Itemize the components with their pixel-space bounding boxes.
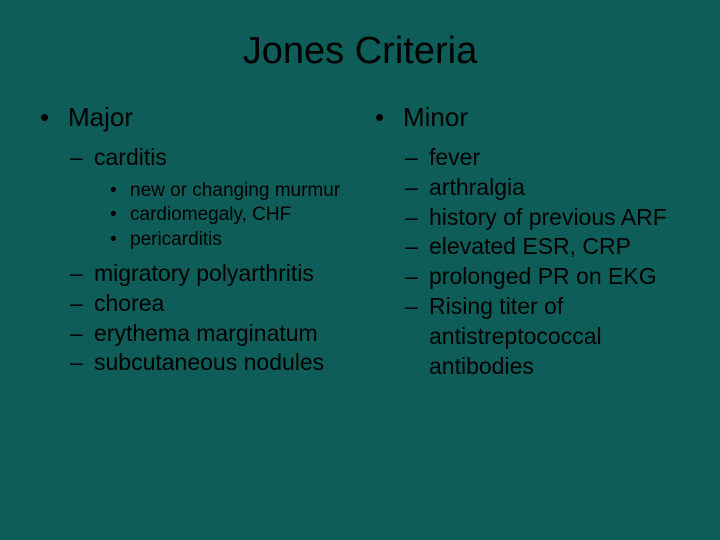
carditis-subitem-label: new or changing murmur [130,179,340,204]
slide-title: Jones Criteria [30,30,690,73]
major-item-label: subcutaneous nodules [94,348,324,378]
bullet-dash-icon: – [405,232,429,262]
major-item: – subcutaneous nodules [70,348,355,378]
minor-item-label: arthralgia [429,173,525,203]
left-column: • Major – carditis • new or changing mur… [30,101,355,382]
bullet-dash-icon: – [405,262,429,292]
bullet-dot-icon: • [40,101,68,135]
minor-item: – arthralgia [405,173,690,203]
major-item: – chorea [70,289,355,319]
minor-item-label: history of previous ARF [429,203,667,233]
bullet-dash-icon: – [70,143,94,173]
carditis-subitem-label: pericarditis [130,228,222,253]
minor-heading-label: Minor [403,101,468,135]
bullet-dot-icon: • [110,179,130,204]
carditis-subitem-label: cardiomegaly, CHF [130,203,291,228]
bullet-dash-icon: – [70,319,94,349]
major-heading: • Major [40,101,355,135]
minor-item: – Rising titer of antistreptococcal anti… [405,292,690,382]
minor-item: – elevated ESR, CRP [405,232,690,262]
carditis-subitem: • new or changing murmur [110,179,355,204]
major-heading-label: Major [68,101,133,135]
minor-item-label: Rising titer of antistreptococcal antibo… [429,292,690,382]
minor-item: – prolonged PR on EKG [405,262,690,292]
slide: Jones Criteria • Major – carditis • new … [0,0,720,540]
bullet-dash-icon: – [70,289,94,319]
bullet-dash-icon: – [405,292,429,382]
right-column: • Minor – fever – arthralgia – history o… [365,101,690,382]
major-item: – carditis [70,143,355,173]
bullet-dash-icon: – [70,348,94,378]
major-item-label: migratory polyarthritis [94,259,314,289]
bullet-dash-icon: – [70,259,94,289]
major-item-label: erythema marginatum [94,319,318,349]
columns: • Major – carditis • new or changing mur… [30,101,690,382]
major-item: – migratory polyarthritis [70,259,355,289]
minor-heading: • Minor [375,101,690,135]
carditis-subitem: • pericarditis [110,228,355,253]
minor-item: – fever [405,143,690,173]
major-item: – erythema marginatum [70,319,355,349]
major-item-label: chorea [94,289,164,319]
bullet-dash-icon: – [405,173,429,203]
bullet-dot-icon: • [375,101,403,135]
minor-item: – history of previous ARF [405,203,690,233]
carditis-subitem: • cardiomegaly, CHF [110,203,355,228]
minor-item-label: fever [429,143,480,173]
minor-item-label: elevated ESR, CRP [429,232,631,262]
bullet-dot-icon: • [110,203,130,228]
bullet-dot-icon: • [110,228,130,253]
bullet-dash-icon: – [405,203,429,233]
bullet-dash-icon: – [405,143,429,173]
minor-item-label: prolonged PR on EKG [429,262,657,292]
major-item-label: carditis [94,143,167,173]
